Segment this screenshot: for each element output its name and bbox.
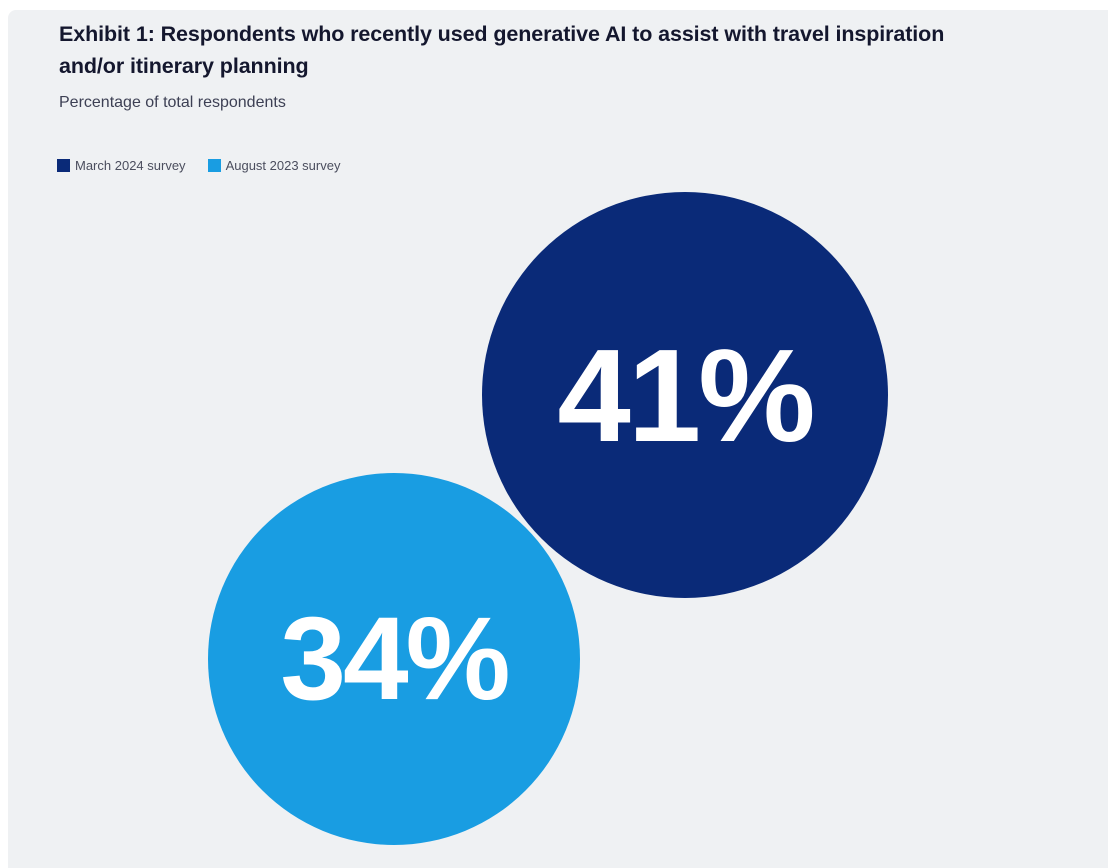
bubble-value-label: 34% — [280, 593, 510, 725]
chart-panel: Exhibit 1: Respondents who recently used… — [8, 10, 1108, 868]
chart-legend: March 2024 survey August 2023 survey — [57, 158, 340, 173]
exhibit-title: Exhibit 1: Respondents who recently used… — [59, 22, 945, 79]
legend-swatch-icon — [207, 159, 221, 172]
bubble-march-2024: 41% — [482, 192, 888, 598]
exhibit-subtitle: Percentage of total respondents — [59, 94, 286, 111]
legend-item-march-2024: March 2024 survey — [57, 158, 186, 173]
legend-label: March 2024 survey — [75, 158, 186, 173]
bubble-august-2023: 34% — [208, 473, 580, 845]
bubble-value-label: 41% — [557, 321, 815, 469]
legend-item-august-2023: August 2023 survey — [207, 158, 341, 173]
legend-swatch-icon — [57, 159, 70, 172]
legend-label: August 2023 survey — [225, 158, 341, 173]
